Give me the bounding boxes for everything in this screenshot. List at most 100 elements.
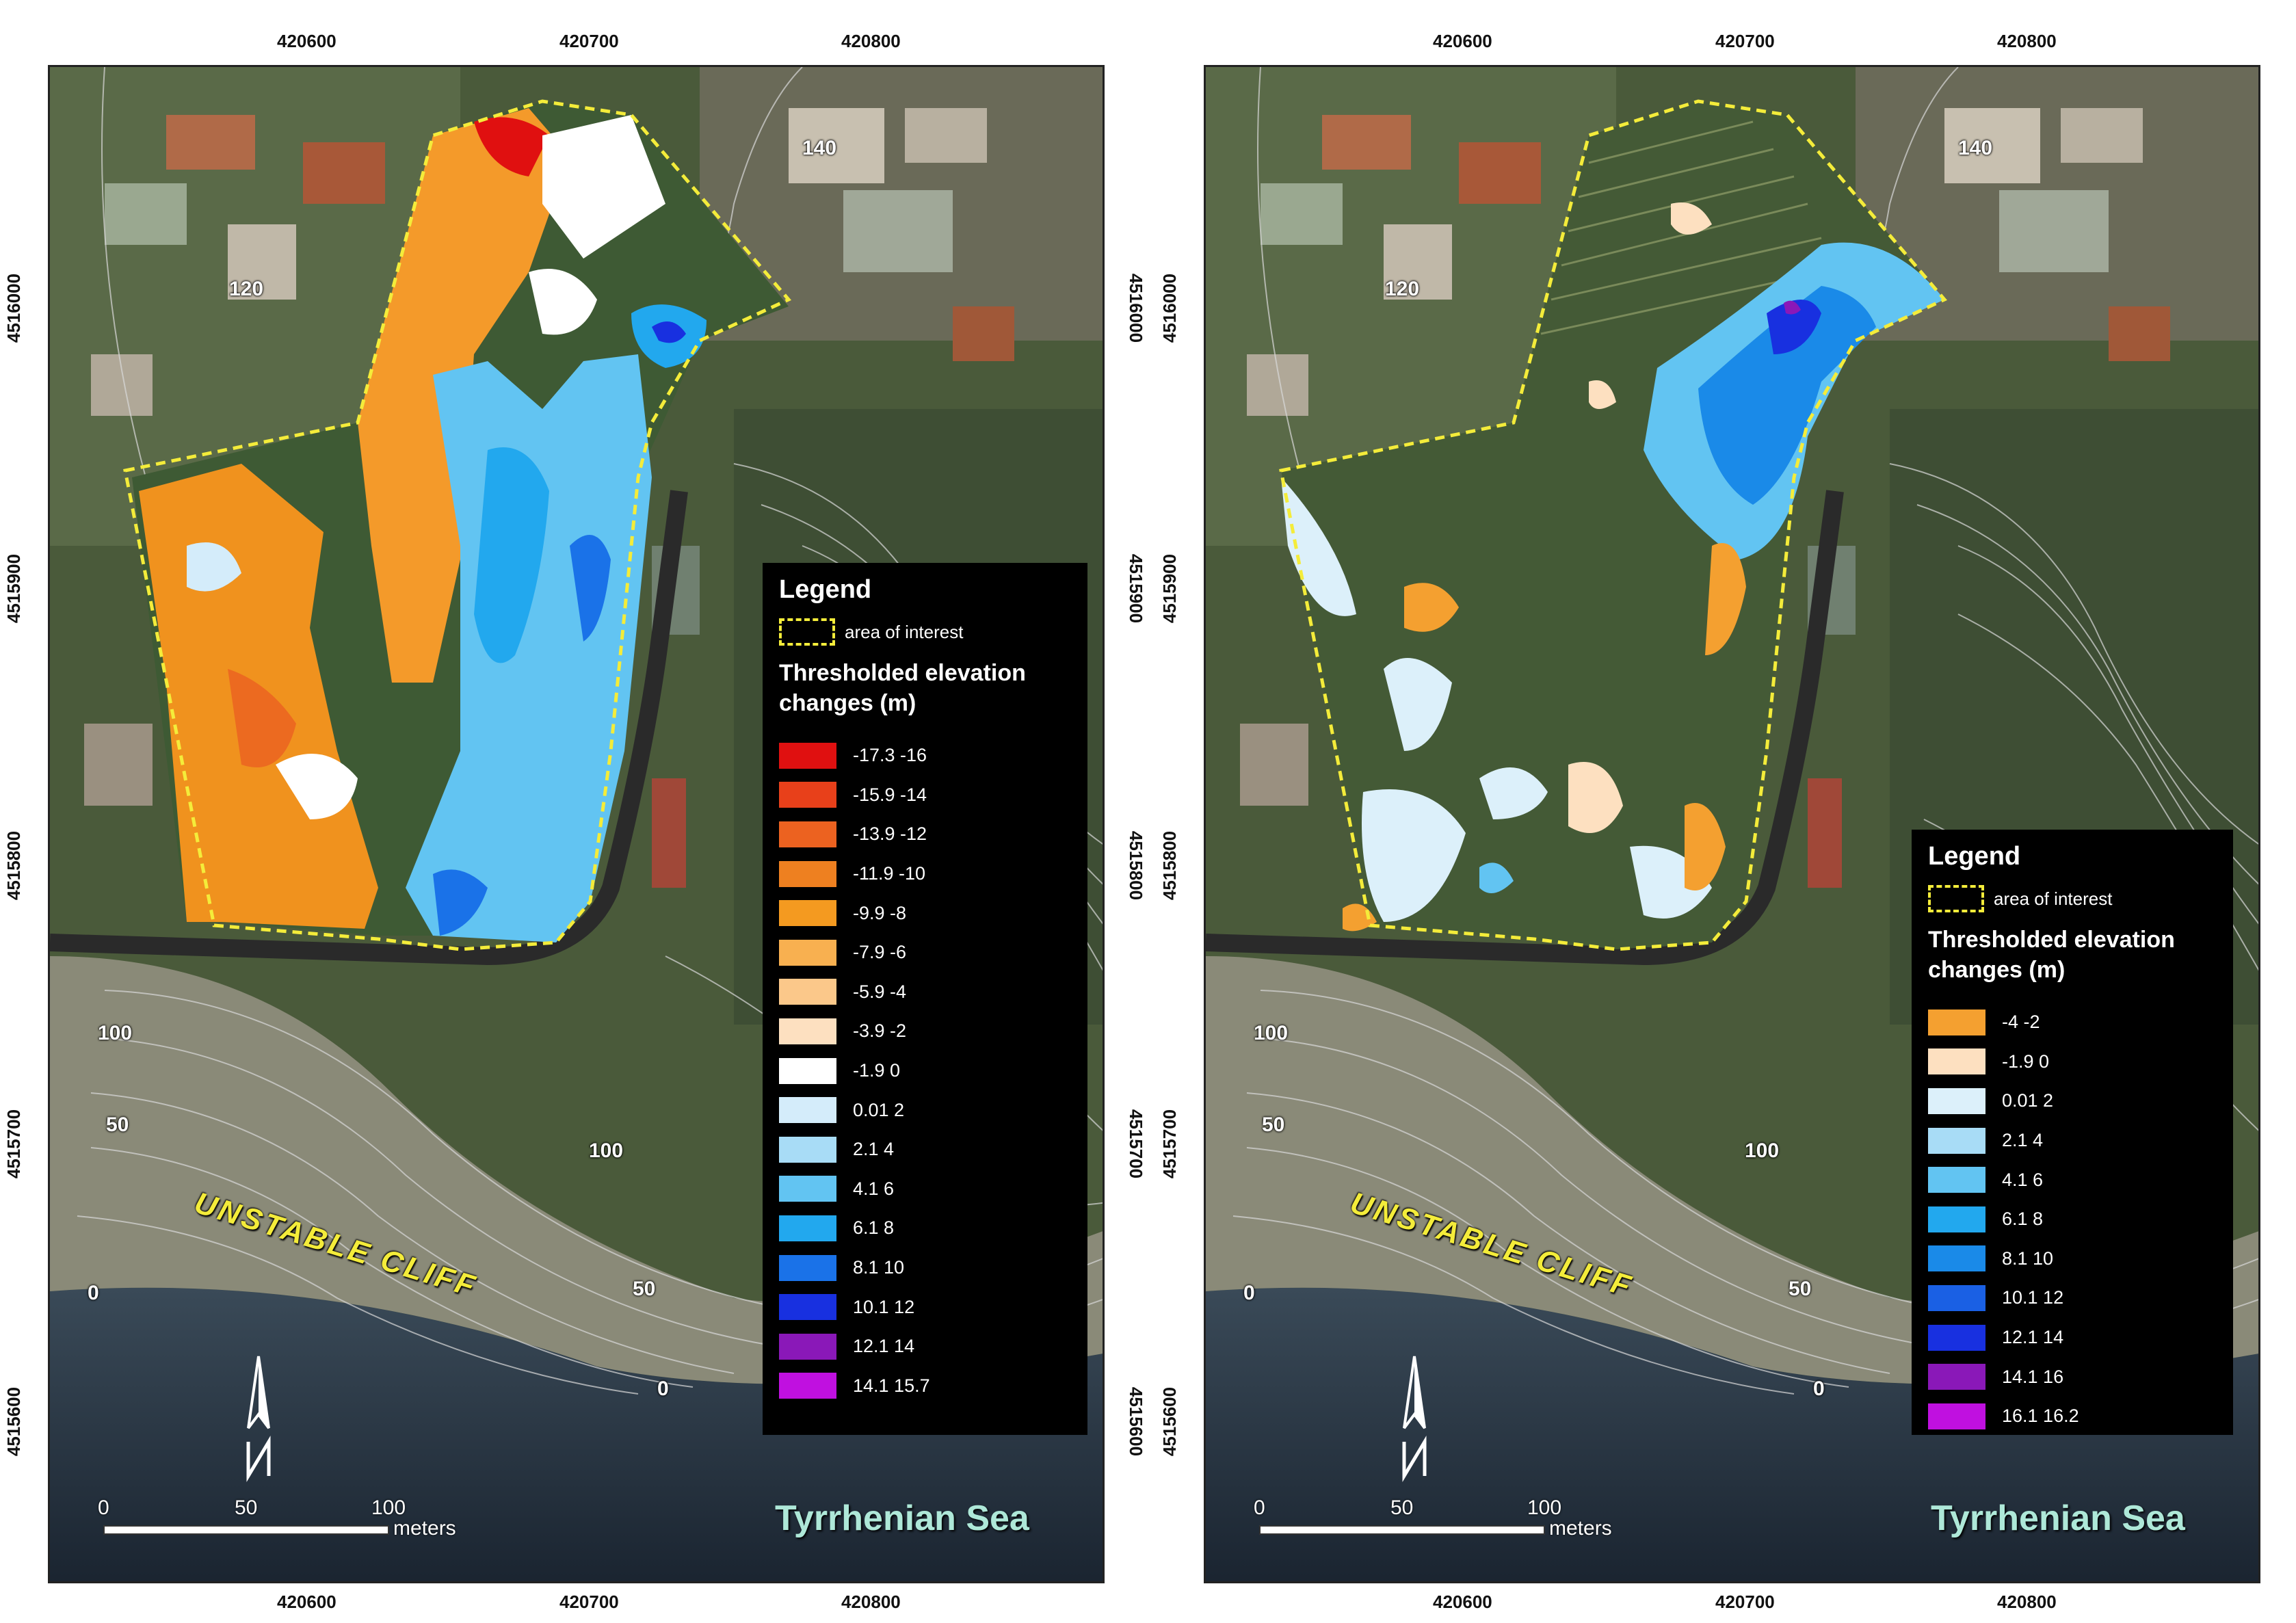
aoi-swatch <box>1928 885 1984 912</box>
x-tick-bottom: 420600 <box>277 1592 337 1612</box>
legend-item-label: -15.9 -14 <box>853 784 927 805</box>
legend-swatch <box>779 1176 836 1202</box>
legend-item-label: -3.9 -2 <box>853 1020 907 1042</box>
legend-subtitle-line: Thresholded elevation <box>1928 927 2175 953</box>
legend-swatch <box>779 1215 836 1241</box>
x-tick-top: 420800 <box>1997 31 2057 51</box>
contour-label: 120 <box>1385 278 1420 300</box>
contour-label: 0 <box>88 1282 99 1304</box>
x-tick-bottom: 420700 <box>1715 1592 1775 1612</box>
legend-subtitle-line: changes (m) <box>1928 957 2066 983</box>
contour-label: 50 <box>1262 1113 1285 1136</box>
legend-swatch <box>1928 1403 1985 1429</box>
contour-label: 100 <box>589 1139 624 1162</box>
map-frame: 140 120 100 50 100 50 0 0 UNSTABLE CLIFF… <box>48 65 1105 1583</box>
aoi-swatch <box>779 618 835 646</box>
legend-swatch <box>779 1254 836 1281</box>
legend-item: 0.01 2 <box>779 1090 1071 1130</box>
legend-swatch <box>779 939 836 966</box>
y-tick-left: 4515700 <box>3 1109 25 1179</box>
scale-label: 0 <box>98 1496 109 1519</box>
legend-item-label: 14.1 16 <box>2002 1366 2064 1387</box>
scale-label: 50 <box>1390 1496 1414 1519</box>
legend-item-label: 12.1 14 <box>2002 1327 2064 1348</box>
legend-item-label: 8.1 10 <box>853 1257 905 1278</box>
x-tick-top: 420800 <box>841 31 901 51</box>
scale-label: 0 <box>1254 1496 1265 1519</box>
scale-label: 50 <box>235 1496 258 1519</box>
contour-label: 100 <box>98 1022 133 1044</box>
legend-swatch <box>779 1018 836 1044</box>
legend-swatch <box>779 1373 836 1399</box>
legend-aoi-label: area of interest <box>1994 888 2113 909</box>
legend-subtitle: Thresholded elevation changes (m) <box>1928 925 2217 985</box>
x-tick-bottom: 420800 <box>841 1592 901 1612</box>
legend-swatch <box>779 900 836 927</box>
legend-item-label: -13.9 -12 <box>853 823 927 845</box>
legend-swatch <box>1928 1245 1985 1272</box>
y-tick-left: 4515600 <box>3 1386 25 1457</box>
legend-swatch <box>1928 1324 1985 1351</box>
legend-item-label: 0.01 2 <box>853 1099 905 1120</box>
legend-aoi-entry: area of interest <box>779 618 1071 646</box>
legend-item-label: 8.1 10 <box>2002 1248 2054 1269</box>
legend-item: 4.1 6 <box>779 1170 1071 1209</box>
legend-swatch <box>779 1097 836 1124</box>
legend-item-label: 12.1 14 <box>853 1336 915 1357</box>
legend-subtitle-line: changes (m) <box>779 690 916 716</box>
legend: Legend area of interest Thresholded elev… <box>763 563 1087 1435</box>
x-tick-bottom: 420600 <box>1433 1592 1492 1612</box>
x-tick-bottom: 420800 <box>1997 1592 2057 1612</box>
legend-item: 8.1 10 <box>1928 1239 2217 1279</box>
y-tick-right: 4515900 <box>1126 553 1147 624</box>
legend-swatch <box>1928 1284 1985 1311</box>
contour-label: 0 <box>1813 1377 1825 1400</box>
x-tick-top: 420600 <box>1433 31 1492 51</box>
legend-item-label: -11.9 -10 <box>853 863 926 884</box>
legend-swatch <box>779 860 836 887</box>
scale-unit: meters <box>1549 1517 1612 1540</box>
legend-item-label: -4 -2 <box>2002 1012 2040 1033</box>
legend-item-label: 4.1 6 <box>2002 1169 2044 1190</box>
contour-label: 0 <box>657 1377 669 1400</box>
legend-item-label: -1.9 0 <box>853 1060 901 1081</box>
y-tick-left: 4515800 <box>3 830 25 901</box>
legend-item-label: -5.9 -4 <box>853 981 907 1002</box>
map-frame: 140 120 100 50 100 50 0 0 UNSTABLE CLIFF… <box>1204 65 2260 1583</box>
legend-swatch <box>1928 1127 1985 1154</box>
y-tick-left: 4515600 <box>1159 1386 1180 1457</box>
contour-label: 50 <box>1789 1278 1812 1300</box>
legend-item-label: -9.9 -8 <box>853 902 907 923</box>
legend-item: 12.1 14 <box>1928 1318 2217 1358</box>
legend-item: -4 -2 <box>1928 1003 2217 1042</box>
x-tick-bottom: 420700 <box>559 1592 619 1612</box>
legend-item: -5.9 -4 <box>779 973 1071 1012</box>
legend-swatch <box>1928 1087 1985 1114</box>
north-arrow-icon <box>1402 1356 1427 1483</box>
legend-item: -17.3 -16 <box>779 736 1071 776</box>
legend-swatch <box>1928 1009 1985 1035</box>
legend-item-label: 6.1 8 <box>853 1217 895 1239</box>
contour-label: 50 <box>106 1113 129 1136</box>
legend-items: -4 -2 -1.9 0 0.01 2 2.1 4 4.1 6 6.1 8 8.1 10 10… <box>1928 1003 2217 1436</box>
legend-swatch <box>779 742 836 769</box>
y-tick-left: 4515700 <box>1159 1109 1180 1179</box>
legend-item: -1.9 0 <box>1928 1042 2217 1082</box>
legend-item: 8.1 10 <box>779 1248 1071 1288</box>
legend-swatch <box>779 1057 836 1084</box>
y-tick-right: 4515700 <box>1126 1109 1147 1179</box>
y-tick-right: 4516000 <box>1126 273 1147 343</box>
legend-item: -3.9 -2 <box>779 1012 1071 1051</box>
legend-title: Legend <box>1928 842 2021 871</box>
legend-item: -13.9 -12 <box>779 815 1071 854</box>
legend-swatch <box>779 782 836 808</box>
x-tick-top: 420700 <box>559 31 619 51</box>
legend-item: -7.9 -6 <box>779 933 1071 973</box>
legend-subtitle-line: Thresholded elevation <box>779 660 1026 686</box>
scale-unit: meters <box>393 1517 456 1540</box>
north-arrow-icon <box>246 1356 271 1483</box>
contour-label: 120 <box>229 278 264 300</box>
y-tick-left: 4515900 <box>3 553 25 624</box>
legend-item-label: -1.9 0 <box>2002 1051 2050 1072</box>
contour-label: 50 <box>633 1278 656 1300</box>
